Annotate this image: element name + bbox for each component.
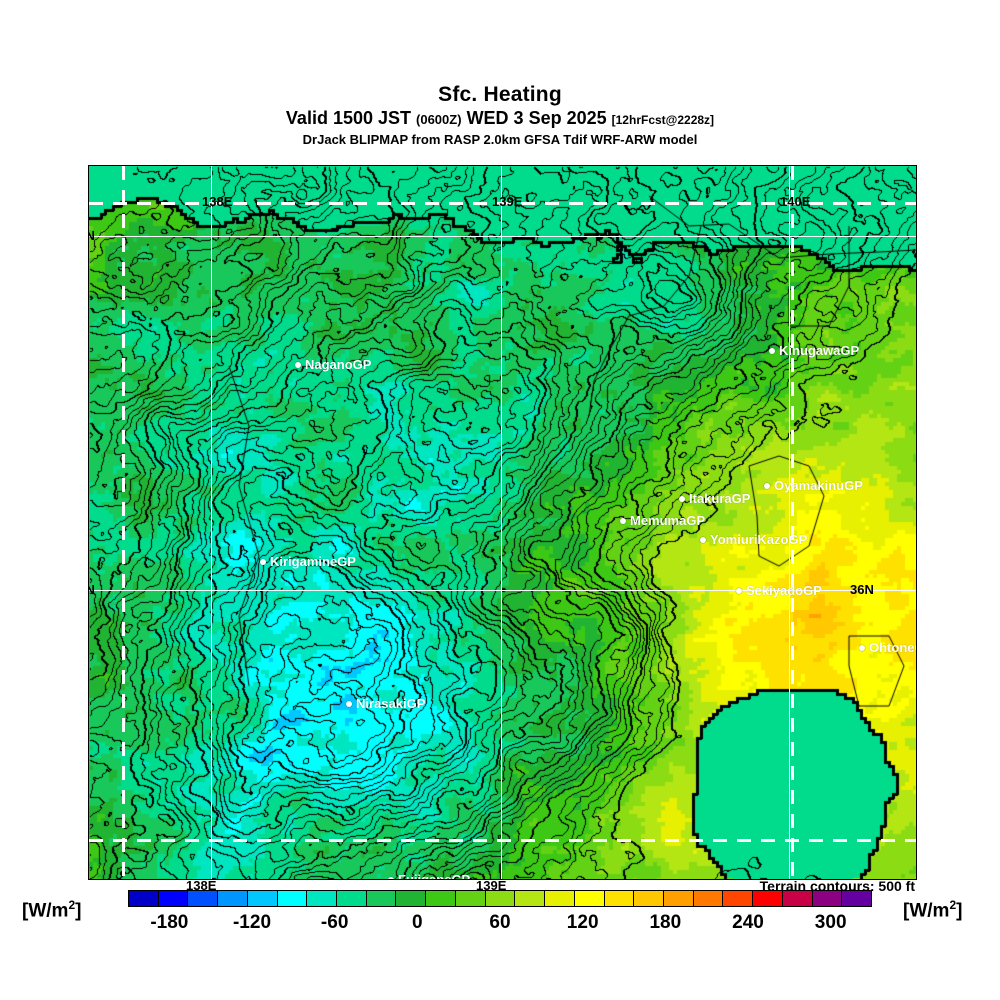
station-label: FujiganeGP — [398, 872, 471, 880]
station-marker[interactable]: YomiuriKazoGP — [700, 533, 807, 546]
station-label: OyamakinuGP — [774, 478, 863, 493]
station-marker[interactable]: KirigamineGP — [260, 555, 356, 568]
colorbar-swatch — [129, 891, 159, 906]
station-label: KinugawaGP — [779, 343, 860, 358]
forecast-tag: [12hrFcst@2228z] — [611, 113, 715, 127]
page-title: Sfc. Heating — [438, 83, 562, 106]
model-subtitle: DrJack BLIPMAP from RASP 2.0km GFSA Tdif… — [302, 132, 698, 147]
station-dot-icon — [620, 517, 626, 524]
valid-date: WED 3 Sep 2025 — [466, 108, 607, 128]
station-marker[interactable]: ItakuraGP — [679, 492, 750, 505]
unit-left-close: ] — [75, 900, 82, 922]
colorbar-swatch — [337, 891, 367, 906]
unit-left-text: [W/m — [22, 900, 69, 922]
colorbar-tick: 180 — [649, 912, 682, 933]
colorbar-tick: 300 — [814, 912, 847, 933]
valid-time-line: Valid 1500 JST (0600Z) WED 3 Sep 2025 [1… — [0, 107, 1000, 131]
colorbar-swatch — [663, 891, 694, 906]
colorbar-swatch — [782, 891, 813, 906]
lat-label-36n-left: 36N — [89, 583, 95, 596]
valid-utc: (0600Z) — [416, 112, 462, 127]
colorbar[interactable] — [128, 890, 872, 907]
colorbar-swatch — [485, 891, 516, 906]
colorbar-tick: 60 — [489, 912, 511, 933]
station-marker[interactable]: MemumaGP — [620, 514, 705, 527]
station-dot-icon — [388, 876, 394, 879]
station-label: NaganoGP — [305, 357, 372, 372]
colorbar-swatch — [455, 891, 486, 906]
colorbar-swatch — [307, 891, 338, 906]
station-marker[interactable]: OhtoneGP — [859, 640, 916, 655]
station-label: ItakuraGP — [689, 491, 751, 506]
station-dot-icon — [295, 361, 301, 368]
colorbar-swatch — [426, 891, 456, 906]
colorbar-unit-left: [W/m2] — [22, 898, 81, 922]
station-dot-icon — [346, 700, 352, 707]
station-dot-icon — [769, 347, 775, 354]
domain-box-top — [89, 202, 916, 205]
unit-right-exp: 2 — [949, 898, 957, 912]
station-dot-icon — [260, 558, 266, 565]
colorbar-swatch — [188, 891, 219, 906]
station-dot-icon — [736, 587, 742, 594]
station-marker[interactable]: SekiyadoGP — [736, 584, 822, 597]
lat-label-37n-left: 37N — [89, 229, 95, 242]
colorbar-unit-right: [W/m2] — [903, 898, 962, 922]
weather-map[interactable]: 138E 139E 140E 37N 36N 36N NaganoGP Kinug… — [88, 165, 917, 880]
station-label: YomiuriKazoGP — [710, 532, 808, 547]
lon-label-139e-bottom: 139E — [476, 878, 507, 893]
colorbar-tick: -120 — [232, 912, 272, 933]
domain-box-right — [791, 166, 794, 879]
colorbar-tick: -60 — [320, 912, 349, 933]
domain-box-bottom — [89, 839, 916, 842]
colorbar-tick-labels: -180 -120 -60 0 60 120 180 240 300 — [128, 912, 872, 934]
station-dot-icon — [764, 482, 770, 489]
station-label: KirigamineGP — [270, 554, 356, 569]
colorbar-tick: 0 — [412, 912, 423, 933]
colorbar-swatch — [604, 891, 635, 906]
colorbar-swatch — [366, 891, 397, 906]
colorbar-swatch — [218, 891, 248, 906]
station-label: OhtoneGP — [869, 640, 916, 655]
colorbar-swatch — [396, 891, 427, 906]
station-marker[interactable]: NaganoGP — [295, 358, 371, 371]
colorbar-swatch — [158, 891, 189, 906]
heatmap-canvas — [89, 166, 916, 879]
unit-left-exp: 2 — [68, 898, 76, 912]
colorbar-swatch — [515, 891, 546, 906]
station-marker[interactable]: NirasakiGP — [346, 697, 425, 710]
colorbar-tick: -180 — [150, 912, 189, 933]
lon-label-138e-top: 138E — [202, 194, 233, 209]
title-block: Sfc. Heating Valid 1500 JST (0600Z) WED … — [0, 84, 1000, 148]
station-dot-icon — [859, 644, 865, 651]
station-dot-icon — [700, 536, 706, 543]
station-label: NirasakiGP — [356, 696, 426, 711]
colorbar-swatch — [277, 891, 308, 906]
station-label: SekiyadoGP — [746, 583, 822, 598]
colorbar-swatch — [545, 891, 575, 906]
colorbar-swatch — [753, 891, 783, 906]
unit-right-text: [W/m — [903, 900, 950, 922]
colorbar-swatch — [723, 891, 754, 906]
colorbar-swatch — [812, 891, 843, 906]
station-label: MemumaGP — [630, 513, 706, 528]
colorbar-tick: 120 — [566, 912, 599, 933]
lat-label-36n-right: 36N — [850, 582, 874, 597]
colorbar-swatch — [693, 891, 724, 906]
station-marker[interactable]: KinugawaGP — [769, 344, 859, 357]
station-dot-icon — [679, 495, 685, 502]
lon-label-139e-top: 139E — [492, 194, 523, 209]
colorbar-swatch — [634, 891, 664, 906]
colorbar-swatch — [574, 891, 605, 906]
station-marker[interactable]: OyamakinuGP — [764, 479, 863, 492]
station-marker[interactable]: FujiganeGP — [388, 872, 471, 880]
unit-right-close: ] — [956, 900, 963, 922]
domain-box-left — [122, 166, 125, 879]
colorbar-swatch — [247, 891, 278, 906]
colorbar-tick: 240 — [732, 912, 764, 933]
lon-label-138e-bottom: 138E — [186, 878, 217, 893]
colorbar-swatch — [842, 891, 871, 906]
valid-prefix: Valid 1500 JST — [285, 108, 411, 128]
lon-label-140e-top: 140E — [780, 194, 811, 209]
